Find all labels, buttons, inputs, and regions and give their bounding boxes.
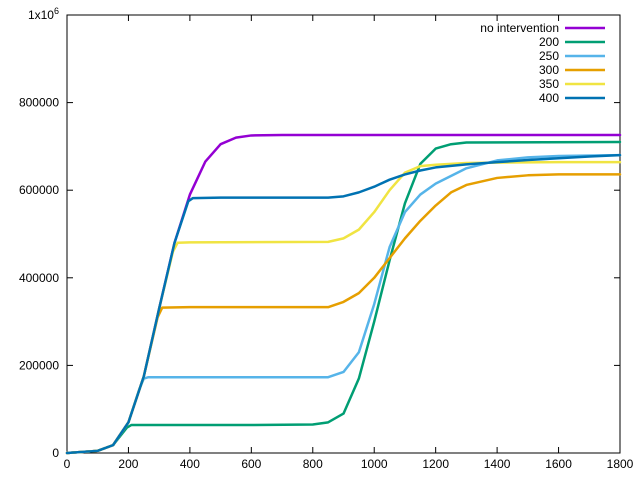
x-tick-label: 1400: [484, 457, 511, 471]
x-tick-label: 1000: [361, 457, 388, 471]
y-tick-label: 0: [52, 446, 59, 460]
x-tick-label: 1800: [607, 457, 634, 471]
x-tick-label: 400: [180, 457, 200, 471]
y-tick-label: 200000: [19, 358, 59, 372]
series-line-250: [65, 153, 622, 455]
legend-label-350: 350: [539, 77, 559, 91]
y-tick-label: 600000: [19, 183, 59, 197]
series-lines: [65, 133, 622, 455]
y-tick-label: 800000: [19, 96, 59, 110]
y-tick-label: 1x106: [28, 6, 59, 22]
y-axis: 0 200000 400000 600000 800000 1x106: [19, 6, 620, 460]
y-tick-exponent: 6: [54, 6, 59, 16]
x-tick-label: 1200: [422, 457, 449, 471]
plot-border: [66, 14, 621, 454]
legend-label-300: 300: [539, 63, 559, 77]
x-axis: 0 200 400 600 800 1000 1200 1400 1600 1800: [64, 15, 634, 471]
series-line-200: [65, 140, 622, 455]
legend-label-400: 400: [539, 91, 559, 105]
x-tick-label: 800: [303, 457, 323, 471]
series-line-no-intervention: [65, 133, 622, 455]
legend-label-no-intervention: no intervention: [480, 21, 559, 35]
x-tick-label: 600: [241, 457, 261, 471]
legend-label-200: 200: [539, 35, 559, 49]
x-tick-label: 0: [64, 457, 71, 471]
plot-frame: [66, 14, 621, 454]
x-tick-label: 200: [118, 457, 138, 471]
series-line-400: [65, 153, 622, 455]
x-tick-label: 1600: [545, 457, 572, 471]
legend-label-250: 250: [539, 49, 559, 63]
y-tick-label: 400000: [19, 271, 59, 285]
series-line-350: [65, 160, 622, 455]
